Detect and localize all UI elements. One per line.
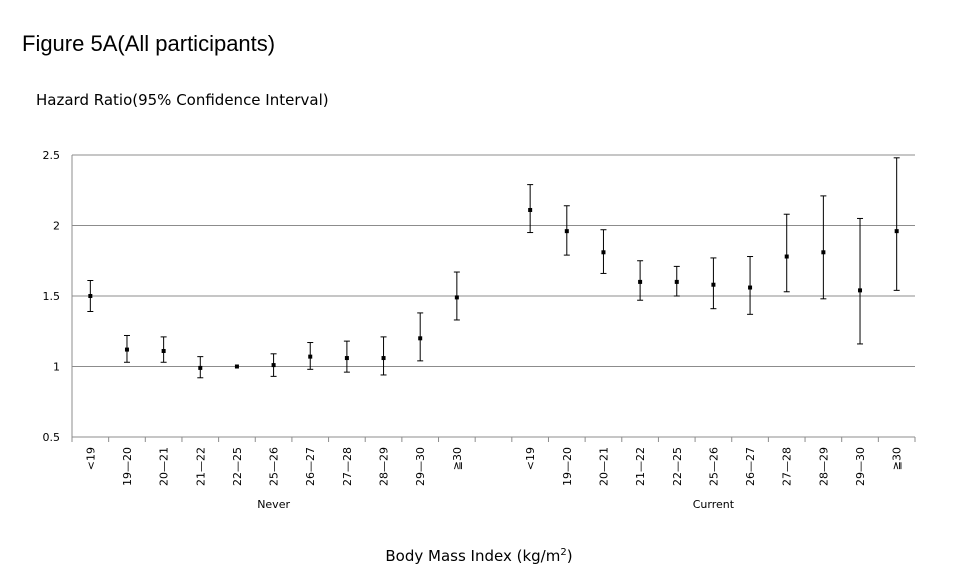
x-tick-label: 22—25: [671, 447, 684, 486]
estimate-point: [234, 364, 239, 369]
x-tick-label: 25—26: [707, 447, 720, 486]
estimate-point: [344, 356, 349, 361]
estimate-point: [88, 294, 93, 298]
y-tick-label: 1: [53, 361, 60, 374]
estimate-point: [784, 254, 789, 259]
axes: [71, 155, 916, 442]
x-tick-label: 25—26: [268, 447, 281, 486]
estimate-point: [198, 365, 203, 370]
x-tick-label: 27—28: [781, 447, 794, 486]
estimate-point: [858, 288, 863, 293]
group-labels: Never Current: [257, 498, 735, 511]
x-tick-label: 28—29: [378, 447, 391, 486]
x-axis-label-superscript: 2: [560, 547, 567, 558]
x-tick-label: 22—25: [231, 447, 244, 486]
y-tick-label: 0.5: [43, 431, 61, 444]
x-tick-label: 19—20: [561, 447, 574, 486]
x-tick-label: 29—30: [854, 447, 867, 486]
x-tick-label: 19—20: [121, 447, 134, 486]
x-tick-label: 21—22: [194, 447, 207, 486]
y-tick-label: 2.5: [43, 149, 61, 162]
data-marks: [87, 157, 900, 379]
estimate-point: [821, 250, 826, 255]
y-tick-labels: 0.5 1 1.5 2 2.5: [43, 149, 61, 444]
y-axis-label: Hazard Ratio(95% Confidence Interval): [36, 91, 329, 109]
x-tick-label: 20—21: [158, 447, 171, 486]
gridlines: [72, 154, 915, 438]
estimate-point: [418, 336, 423, 341]
figure-title: Figure 5A(All participants): [22, 31, 276, 56]
x-tick-label: ≧30: [451, 447, 464, 470]
x-tick-label: 26—27: [304, 447, 317, 486]
y-tick-label: 1.5: [43, 290, 61, 303]
group-label: Current: [693, 498, 735, 511]
x-tick-label: 28—29: [817, 447, 830, 486]
estimate-point: [161, 348, 166, 353]
x-tick-label: 20—21: [597, 447, 610, 486]
x-tick-label: 27—28: [341, 447, 354, 486]
x-tick-labels: <19 19—20 20—21 21—22 22—25 25—26 26—27 27—28 28…: [84, 447, 903, 486]
x-axis-label-tail: ): [566, 547, 573, 565]
x-tick-label: <19: [524, 447, 537, 470]
estimate-point: [528, 207, 533, 212]
x-tick-label: <19: [84, 447, 97, 470]
estimate-point: [711, 282, 716, 287]
x-axis-label: Body Mass Index (kg/m2): [0, 547, 958, 565]
x-axis-label-main: Body Mass Index (kg/m: [385, 547, 561, 565]
estimate-point: [564, 229, 569, 234]
estimate-point: [308, 354, 313, 359]
group-label: Never: [257, 498, 290, 511]
estimate-point: [894, 229, 899, 234]
estimate-point: [601, 250, 606, 255]
estimate-point: [748, 285, 753, 290]
estimate-point: [271, 363, 276, 368]
x-tick-label: 21—22: [634, 447, 647, 486]
estimate-point: [674, 279, 679, 284]
estimate-point: [638, 279, 643, 284]
y-tick-label: 2: [53, 220, 60, 233]
x-tick-label: 29—30: [414, 447, 427, 486]
x-tick-label: 26—27: [744, 447, 757, 486]
estimate-point: [381, 356, 386, 361]
estimate-point: [454, 295, 459, 300]
x-tick-label: ≧30: [891, 447, 904, 470]
estimate-point: [124, 347, 129, 352]
